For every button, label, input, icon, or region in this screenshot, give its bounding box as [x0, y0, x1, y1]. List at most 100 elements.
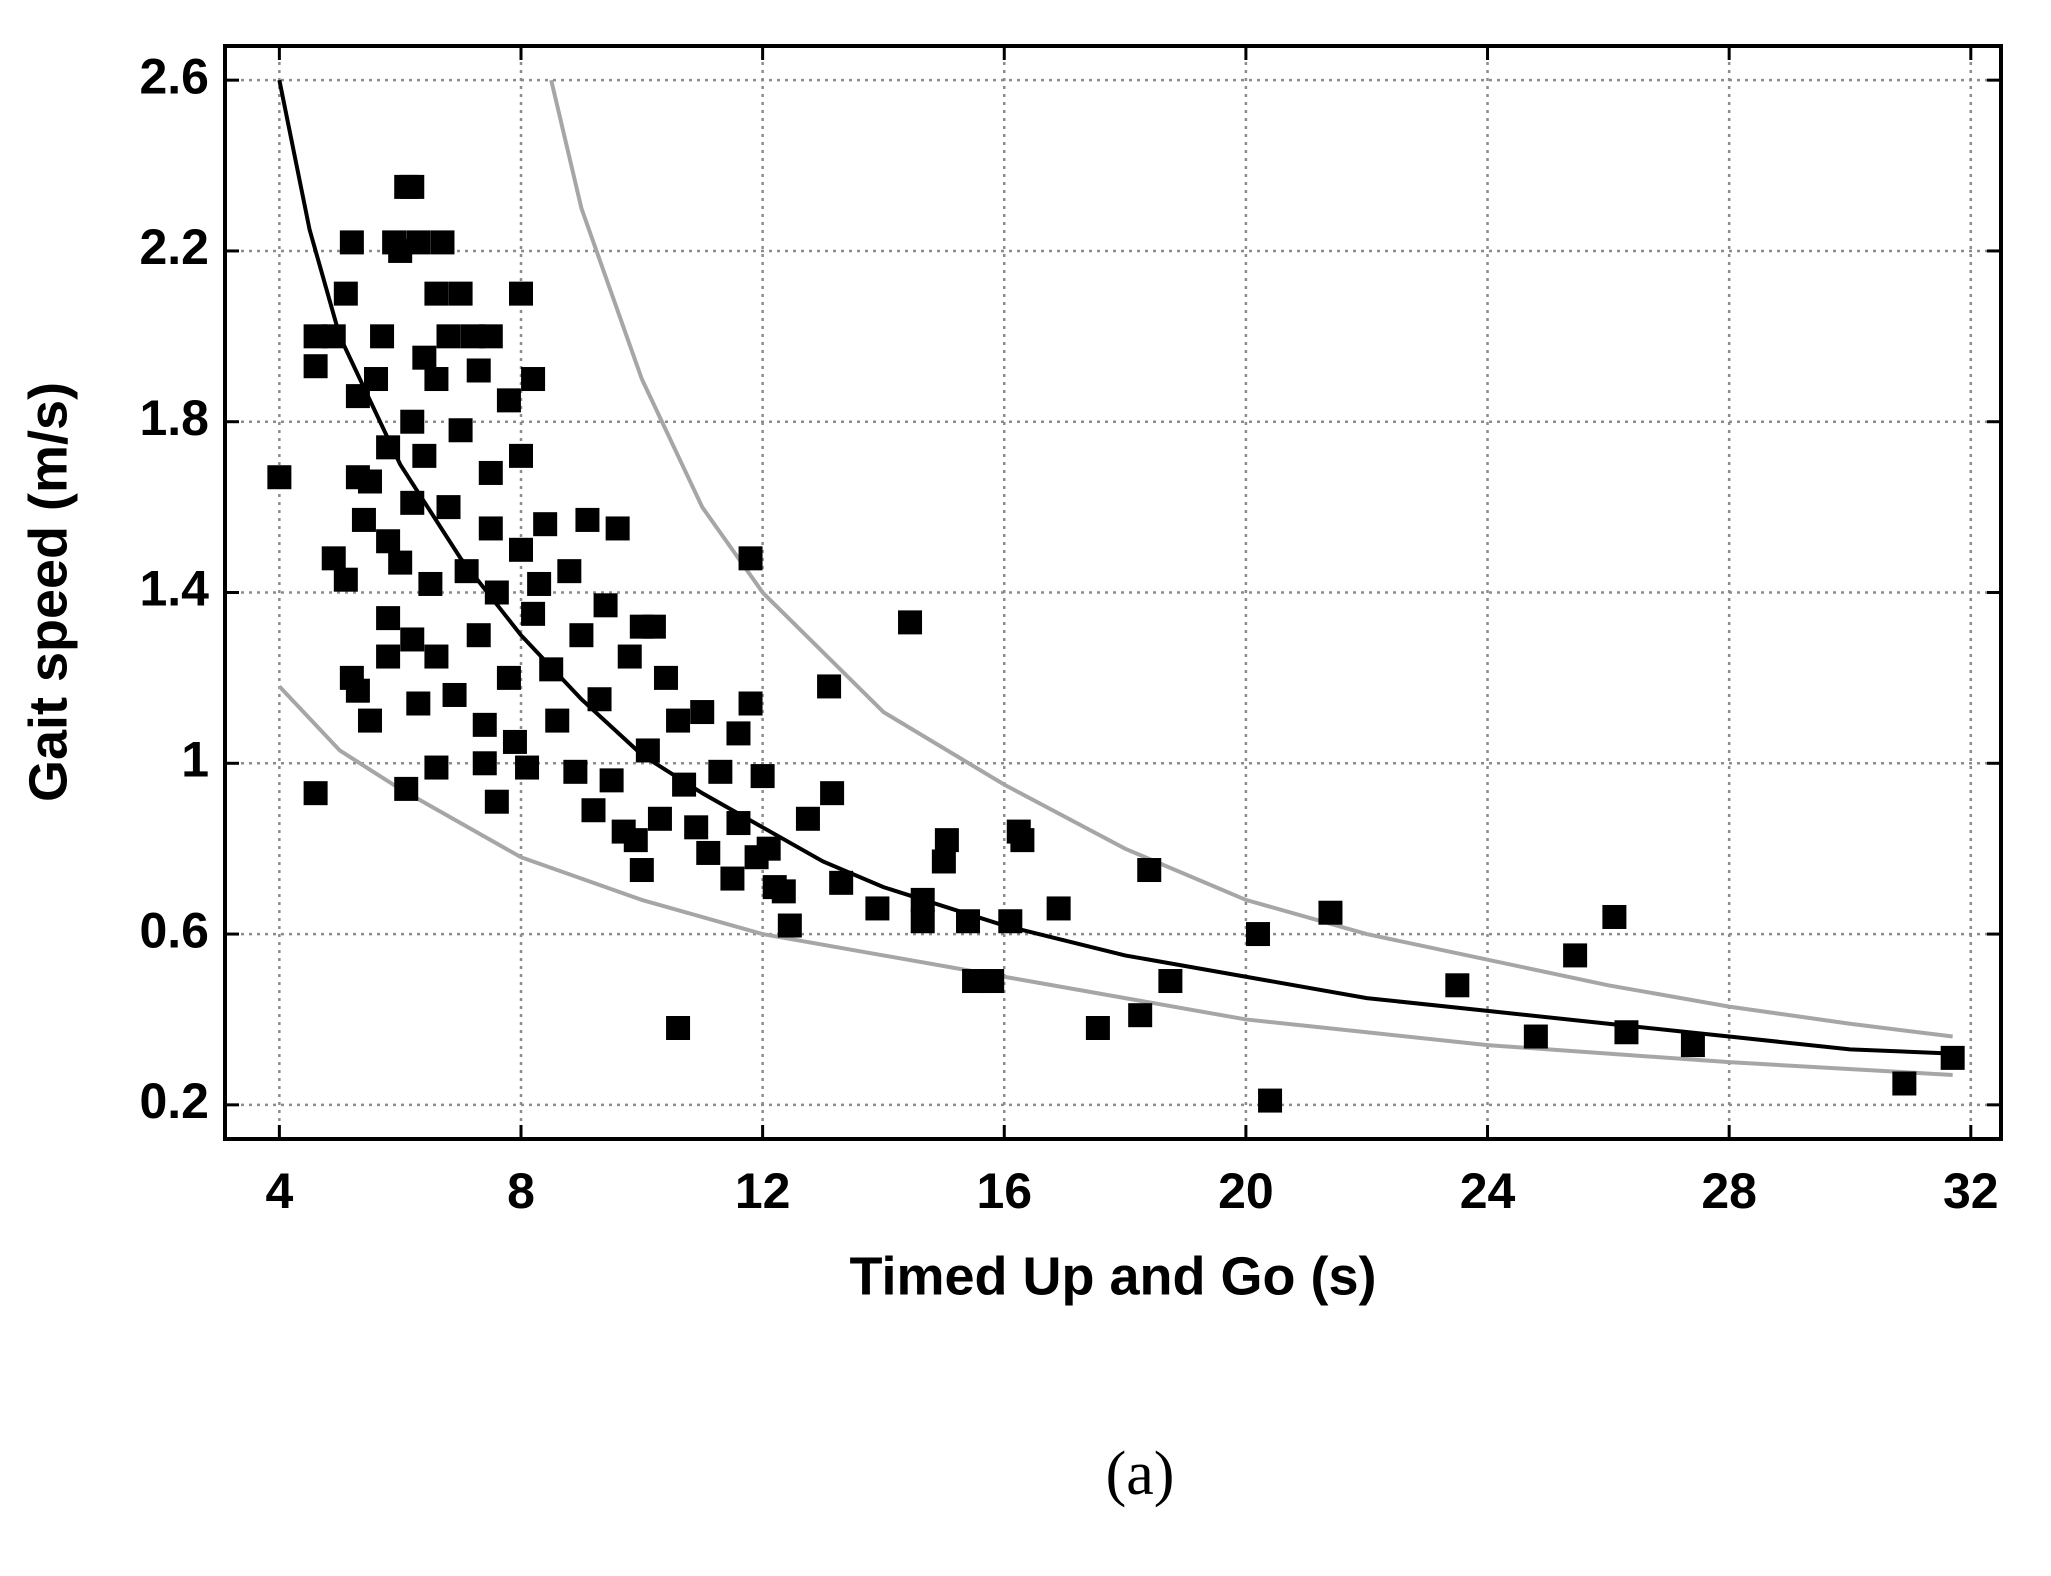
- data-point: [641, 614, 666, 639]
- data-point: [478, 516, 503, 541]
- data-point: [726, 721, 751, 746]
- data-point: [333, 567, 358, 592]
- data-point: [466, 623, 491, 648]
- data-point: [448, 281, 473, 306]
- y-tick-label: 0.2: [139, 1073, 209, 1129]
- data-point: [370, 324, 395, 349]
- data-point: [509, 443, 533, 468]
- data-point: [557, 559, 582, 584]
- data-point: [424, 644, 449, 669]
- data-point: [980, 969, 1005, 994]
- data-point: [910, 909, 935, 934]
- data-point: [666, 1015, 691, 1040]
- data-point: [647, 806, 672, 831]
- data-point: [533, 512, 558, 537]
- data-point: [539, 657, 564, 682]
- data-point: [1563, 943, 1588, 968]
- x-tick-label: 8: [507, 1163, 535, 1219]
- data-point: [418, 571, 443, 596]
- data-point: [1445, 973, 1470, 998]
- data-point: [635, 738, 660, 763]
- data-point: [1614, 1020, 1639, 1045]
- curve: [549, 79, 1953, 1039]
- data-point: [563, 759, 588, 784]
- data-point: [934, 828, 959, 853]
- data-point: [478, 460, 503, 485]
- data-point: [442, 682, 467, 707]
- data-point: [436, 495, 461, 520]
- data-point: [1892, 1071, 1917, 1096]
- data-point: [708, 759, 733, 784]
- data-point: [795, 806, 820, 831]
- data-point: [509, 281, 533, 306]
- data-point: [472, 751, 497, 776]
- data-point: [738, 691, 763, 716]
- data-point: [267, 465, 292, 490]
- data-point: [351, 507, 376, 532]
- data-point: [593, 593, 618, 618]
- data-point: [496, 388, 521, 413]
- data-point: [376, 606, 401, 631]
- data-point: [357, 469, 382, 494]
- plot-frame: [223, 44, 2003, 1141]
- data-point: [1085, 1015, 1110, 1040]
- data-point: [376, 435, 401, 460]
- data-point: [865, 896, 890, 921]
- data-point: [515, 755, 540, 780]
- data-point: [376, 644, 401, 669]
- data-point: [898, 610, 923, 635]
- data-point: [412, 443, 437, 468]
- data-point: [756, 836, 781, 861]
- y-axis-title: Gait speed (m/s): [18, 382, 78, 802]
- data-point: [376, 529, 401, 554]
- data-point: [726, 811, 751, 836]
- data-point: [472, 712, 497, 737]
- x-tick-label: 4: [265, 1163, 293, 1219]
- data-point: [424, 367, 449, 392]
- data-point: [1318, 900, 1343, 925]
- data-point: [406, 230, 431, 255]
- data-point: [357, 708, 382, 733]
- data-point: [1158, 969, 1183, 994]
- data-point: [1137, 858, 1162, 883]
- data-point: [587, 687, 612, 712]
- data-point: [629, 858, 654, 883]
- data-point: [738, 546, 763, 571]
- x-tick-label: 12: [735, 1163, 791, 1219]
- data-point: [931, 849, 956, 874]
- data-point: [400, 627, 425, 652]
- data-point: [321, 324, 346, 349]
- data-point: [690, 700, 715, 725]
- data-point: [1258, 1088, 1283, 1113]
- data-point: [820, 781, 845, 806]
- data-point: [672, 772, 697, 797]
- data-point: [1128, 1003, 1153, 1028]
- data-point: [484, 580, 509, 605]
- data-point: [400, 174, 425, 199]
- data-point: [956, 909, 981, 934]
- data-point: [400, 490, 425, 515]
- data-point: [771, 879, 796, 904]
- data-point: [817, 674, 842, 699]
- data-point: [1680, 1033, 1705, 1058]
- data-point: [777, 913, 802, 938]
- x-axis-title: Timed Up and Go (s): [849, 1246, 1376, 1306]
- data-point: [303, 781, 328, 806]
- data-point: [394, 776, 419, 801]
- data-point: [623, 828, 648, 853]
- y-tick-label: 2.6: [139, 48, 209, 104]
- data-point: [910, 887, 935, 912]
- y-tick-label: 0.6: [139, 902, 209, 958]
- data-point: [502, 729, 527, 754]
- data-point: [527, 571, 552, 596]
- curve: [277, 685, 1953, 1077]
- data-point: [303, 354, 328, 379]
- data-point: [509, 537, 533, 562]
- data-point: [666, 708, 691, 733]
- data-point: [998, 909, 1023, 934]
- data-point: [1010, 828, 1035, 853]
- data-point: [1523, 1024, 1548, 1049]
- data-point: [388, 550, 413, 575]
- data-point: [1046, 896, 1071, 921]
